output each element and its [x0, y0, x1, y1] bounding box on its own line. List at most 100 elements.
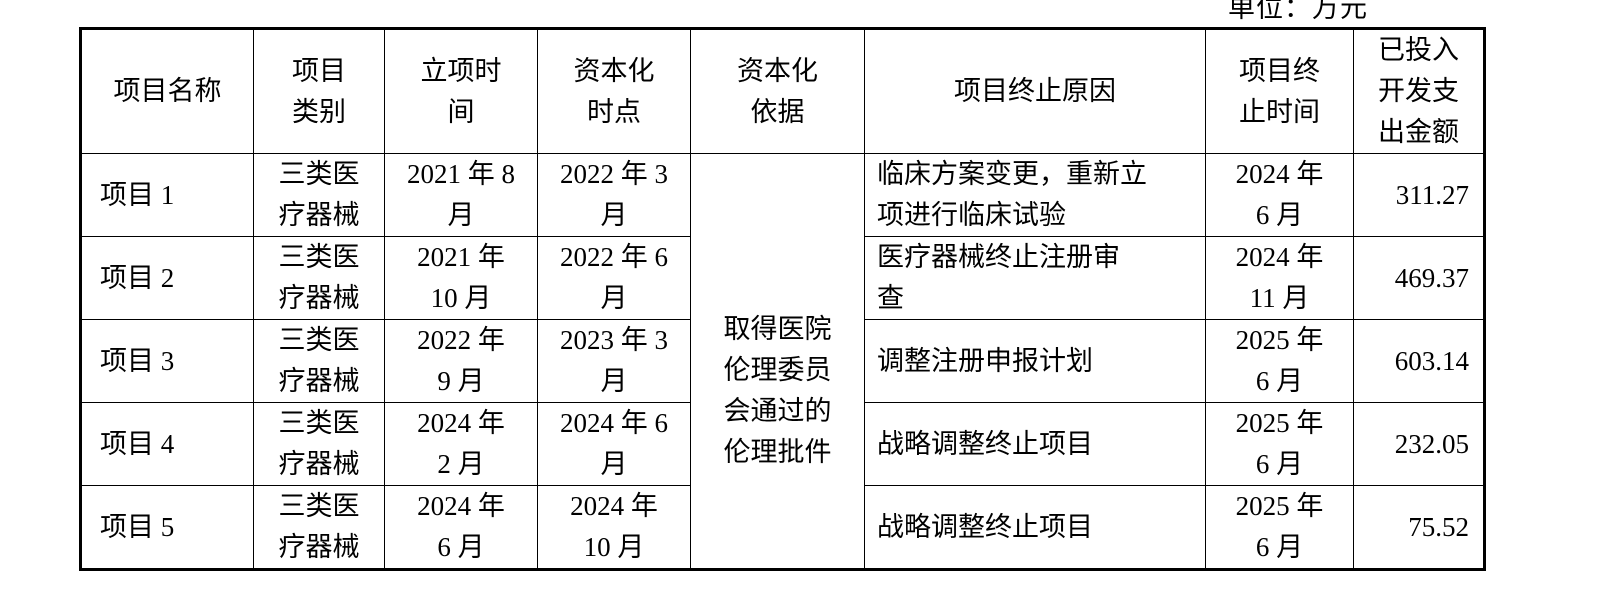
col-project-category: 项目 类别	[253, 28, 385, 154]
text-line: 取得医院	[723, 314, 832, 344]
capitalization-time-cell: 2022 年 3 月	[537, 153, 691, 237]
header-text: 间	[447, 96, 475, 127]
col-capitalization-time: 资本化 时点	[537, 28, 691, 154]
start-time-cell: 2024 年 6 月	[384, 485, 538, 570]
termination-reason-cell: 调整注册申报计划	[864, 319, 1206, 403]
capitalization-time-cell: 2023 年 3 月	[537, 319, 691, 403]
capitalization-time-cell: 2024 年 6 月	[537, 402, 691, 486]
text-line: 疗器械	[278, 532, 360, 562]
text-line: 三类医	[278, 159, 360, 189]
text-line: 2021 年 8	[407, 159, 515, 189]
table-row: 项目 2 三类医 疗器械 2021 年 10 月 2022 年 6 月医疗器械终止注册审查 2…	[80, 236, 1485, 320]
header-text: 项目终	[1239, 55, 1320, 86]
text-line: 三类医	[278, 325, 360, 355]
category-cell: 三类医 疗器械	[253, 319, 385, 403]
start-time-cell: 2022 年 9 月	[384, 319, 538, 403]
text-line: 2024 年	[1235, 159, 1324, 189]
text-line: 月	[600, 449, 628, 479]
text-line: 疗器械	[278, 449, 360, 479]
text-line: 2022 年 6	[560, 242, 668, 272]
text-line: 疗器械	[278, 200, 360, 230]
capitalization-time-cell: 2024 年 10 月	[537, 485, 691, 570]
termination-reason-cell: 战略调整终止项目	[864, 402, 1206, 486]
text-line: 2024 年	[570, 491, 658, 521]
text-line: 6 月	[1255, 449, 1304, 479]
text-line: 疗器械	[278, 366, 360, 396]
text-line: 6 月	[1255, 200, 1304, 230]
text-line: 三类医	[278, 408, 360, 438]
text-line: 战略调整终止项目	[877, 511, 1093, 542]
text-line: 医疗器械终止注册审	[877, 242, 1120, 272]
invested-amount-cell: 75.52	[1353, 485, 1485, 570]
header-text: 类别	[292, 96, 346, 127]
project-name-cell: 项目 2	[80, 236, 254, 320]
text-line: 伦理批件	[723, 437, 832, 467]
col-start-time: 立项时间	[384, 28, 538, 154]
text-line: 2022 年	[417, 325, 505, 355]
termination-reason-cell: 临床方案变更，重新立 项进行临床试验	[864, 153, 1206, 237]
start-time-cell: 2021 年 10 月	[384, 236, 538, 320]
header-text: 项目名称	[113, 76, 222, 106]
text-line: 月	[600, 366, 628, 396]
text-line: 查	[877, 283, 904, 313]
category-cell: 三类医 疗器械	[253, 402, 385, 486]
header-text: 项目	[292, 55, 346, 86]
header-text: 立项时	[420, 55, 502, 86]
text-line: 2 月	[437, 449, 485, 479]
text-line: 9 月	[437, 366, 485, 396]
col-termination-time: 项目终 止时间	[1205, 28, 1354, 154]
category-cell: 三类医 疗器械	[253, 153, 385, 237]
start-time-cell: 2024 年 2 月	[384, 402, 538, 486]
text-line: 2025 年	[1235, 325, 1324, 355]
category-cell: 三类医 疗器械	[253, 485, 385, 570]
text-line: 2024 年	[417, 408, 505, 438]
table-row: 项目 1 三类医 疗器械 2021 年 8 月 2022 年 3 月取得医院 伦理委员 会通过的…	[80, 153, 1485, 570]
termination-time-cell: 2024 年 6 月	[1205, 153, 1354, 237]
terminated-projects-table: 项目名称 项目 类别 立项时间资本化 时点 资本化 依据 项目终止原因 项目终 止时间 已投入 开发支…	[79, 27, 1486, 571]
col-project-name: 项目名称	[80, 28, 254, 154]
text-line: 2023 年 3	[560, 325, 668, 355]
text-line: 6 月	[1255, 366, 1304, 396]
text-line: 会通过的	[723, 396, 832, 426]
text-line: 6 月	[437, 532, 485, 562]
text-line: 疗器械	[278, 283, 360, 313]
header-text: 已投入	[1378, 35, 1459, 65]
text-line: 月	[600, 283, 628, 313]
text-line: 6 月	[1255, 532, 1304, 562]
text-line: 月	[447, 200, 475, 230]
header-row: 项目名称 项目 类别 立项时间资本化 时点 资本化 依据 项目终止原因 项目终 止时间 已投入 开发支…	[80, 28, 1485, 154]
invested-amount-cell: 232.05	[1353, 402, 1485, 486]
invested-amount-cell: 469.37	[1353, 236, 1485, 320]
col-invested-amount: 已投入 开发支 出金额	[1353, 28, 1485, 154]
text-line: 10 月	[430, 283, 492, 313]
header-text: 止时间	[1239, 96, 1320, 127]
header-text: 出金额	[1378, 117, 1459, 147]
invested-amount-cell: 311.27	[1353, 153, 1485, 237]
text-line: 11 月	[1249, 283, 1310, 313]
unit-label: 单位：万元	[1228, 0, 1368, 23]
text-line: 三类医	[278, 242, 360, 272]
text-line: 调整注册申报计划	[877, 345, 1093, 376]
text-line: 2021 年	[417, 242, 505, 272]
col-termination-reason: 项目终止原因	[864, 28, 1206, 154]
col-capitalization-basis: 资本化 依据	[690, 28, 865, 154]
text-line: 项进行临床试验	[877, 200, 1066, 230]
text-line: 2024 年	[417, 491, 505, 521]
start-time-cell: 2021 年 8 月	[384, 153, 538, 237]
text-line: 2025 年	[1235, 408, 1324, 438]
header-text: 依据	[750, 96, 805, 127]
project-name-cell: 项目 5	[80, 485, 254, 570]
termination-time-cell: 2025 年 6 月	[1205, 402, 1354, 486]
capitalization-time-cell: 2022 年 6 月	[537, 236, 691, 320]
project-name-cell: 项目 4	[80, 402, 254, 486]
text-line: 伦理委员	[723, 355, 832, 385]
termination-reason-cell: 医疗器械终止注册审查	[864, 236, 1206, 320]
table-row: 项目 5 三类医 疗器械 2024 年 6 月 2024 年 10 月 战略调整终止项目 202…	[80, 485, 1485, 570]
project-name-cell: 项目 1	[80, 153, 254, 237]
header-text: 开发支	[1378, 76, 1459, 106]
termination-time-cell: 2025 年 6 月	[1205, 319, 1354, 403]
header-text: 时点	[587, 96, 641, 127]
termination-reason-cell: 战略调整终止项目	[864, 485, 1206, 570]
termination-time-cell: 2024 年 11 月	[1205, 236, 1354, 320]
capitalization-basis-cell: 取得医院伦理委员会通过的伦理批件	[690, 153, 865, 570]
